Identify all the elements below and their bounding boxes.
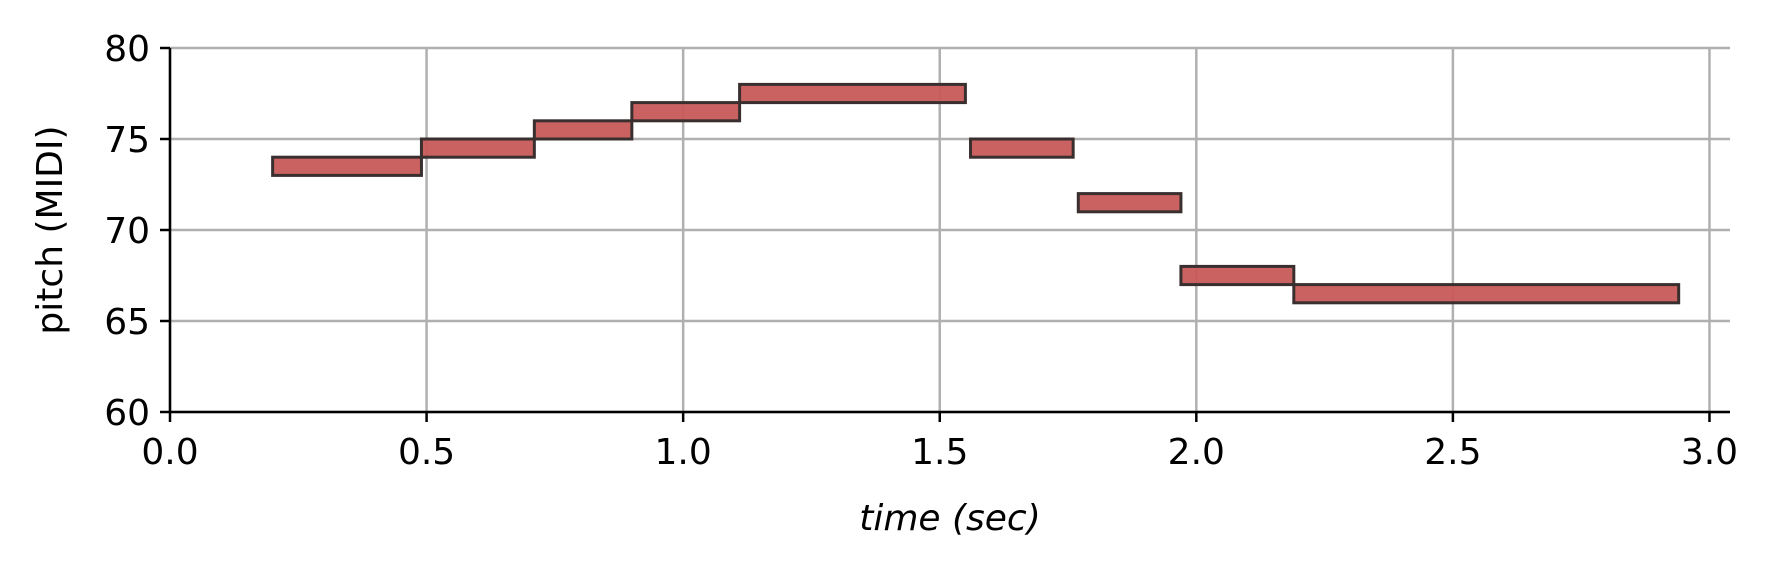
x-tick-label: 3.0 <box>1681 432 1738 473</box>
note-bar <box>738 82 967 105</box>
x-tick-label: 0.5 <box>398 432 455 473</box>
note-bar <box>1179 264 1296 287</box>
y-tick-label: 65 <box>104 302 150 343</box>
y-axis-label: pitch (MIDI) <box>30 125 71 334</box>
tick-labels: 0.0 0.5 1.0 1.5 2.0 2.5 3.0 60 65 70 75 80 <box>104 29 1738 473</box>
note-bar <box>1076 192 1183 214</box>
x-tick-label: 1.5 <box>911 432 968 473</box>
y-tick-label: 70 <box>104 211 150 252</box>
x-tick-label: 1.0 <box>655 432 712 473</box>
x-axis-label: time (sec) <box>859 498 1041 539</box>
y-tick-label: 75 <box>104 120 150 161</box>
notes-layer <box>271 82 1681 305</box>
note-bar <box>271 155 423 177</box>
note-bar <box>969 137 1075 159</box>
x-tick-label: 0.0 <box>141 432 198 473</box>
x-tick-label: 2.5 <box>1424 432 1481 473</box>
y-tick-label: 80 <box>104 29 150 70</box>
axes <box>160 46 1730 422</box>
note-bar <box>532 119 634 141</box>
note-bar <box>630 101 742 123</box>
note-bar <box>1292 283 1681 305</box>
x-tick-label: 2.0 <box>1168 432 1225 473</box>
y-tick-label: 60 <box>104 393 150 434</box>
note-bar <box>419 137 536 159</box>
